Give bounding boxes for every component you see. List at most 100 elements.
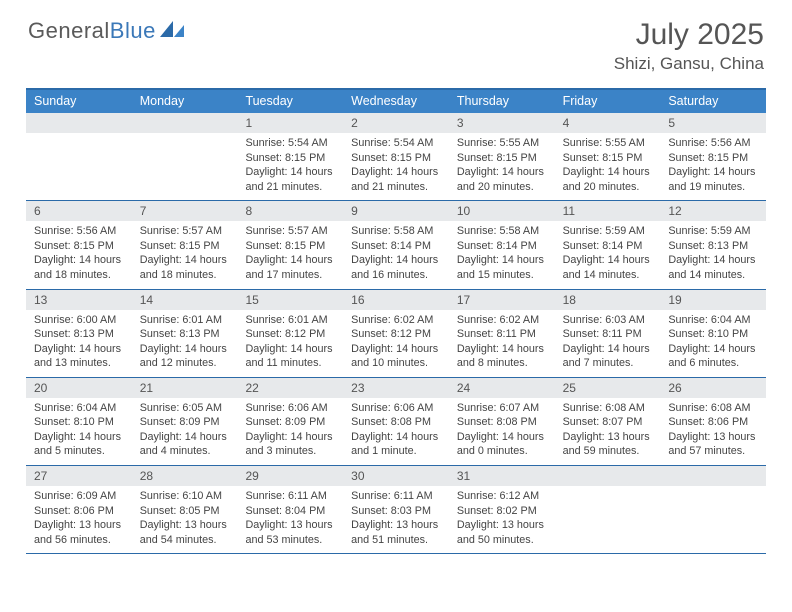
sunrise-text: Sunrise: 6:11 AM [245,489,337,504]
week-row: 13Sunrise: 6:00 AMSunset: 8:13 PMDayligh… [26,290,766,378]
day-body: Sunrise: 5:58 AMSunset: 8:14 PMDaylight:… [449,224,555,282]
day-cell: 15Sunrise: 6:01 AMSunset: 8:12 PMDayligh… [237,290,343,377]
sunrise-text: Sunrise: 6:05 AM [140,401,232,416]
sunset-text: Sunset: 8:15 PM [563,151,655,166]
sunrise-text: Sunrise: 6:04 AM [34,401,126,416]
day-body: Sunrise: 5:55 AMSunset: 8:15 PMDaylight:… [449,136,555,194]
day-body: Sunrise: 6:07 AMSunset: 8:08 PMDaylight:… [449,401,555,459]
daylight-text: Daylight: 14 hours and 13 minutes. [34,342,126,371]
week-row: 6Sunrise: 5:56 AMSunset: 8:15 PMDaylight… [26,201,766,289]
sunset-text: Sunset: 8:15 PM [245,151,337,166]
daylight-text: Daylight: 14 hours and 6 minutes. [668,342,760,371]
dow-thursday: Thursday [449,90,555,113]
sunrise-text: Sunrise: 6:00 AM [34,313,126,328]
day-number: 3 [449,113,555,133]
dow-friday: Friday [555,90,661,113]
day-body: Sunrise: 6:09 AMSunset: 8:06 PMDaylight:… [26,489,132,547]
day-cell: 12Sunrise: 5:59 AMSunset: 8:13 PMDayligh… [660,201,766,288]
day-number: 26 [660,378,766,398]
day-number: 14 [132,290,238,310]
sunrise-text: Sunrise: 5:58 AM [351,224,443,239]
day-number: 20 [26,378,132,398]
day-cell: 1 Sunrise: 5:54 AMSunset: 8:15 PMDaylight… [237,113,343,200]
day-body: Sunrise: 6:12 AMSunset: 8:02 PMDaylight:… [449,489,555,547]
day-body: Sunrise: 5:56 AMSunset: 8:15 PMDaylight:… [26,224,132,282]
day-body: Sunrise: 6:08 AMSunset: 8:06 PMDaylight:… [660,401,766,459]
sunset-text: Sunset: 8:15 PM [140,239,232,254]
daylight-text: Daylight: 13 hours and 50 minutes. [457,518,549,547]
sunset-text: Sunset: 8:05 PM [140,504,232,519]
daylight-text: Daylight: 13 hours and 53 minutes. [245,518,337,547]
day-number: 1 [237,113,343,133]
sunrise-text: Sunrise: 6:08 AM [668,401,760,416]
day-body: Sunrise: 6:04 AMSunset: 8:10 PMDaylight:… [26,401,132,459]
sunrise-text: Sunrise: 5:57 AM [140,224,232,239]
day-number: 22 [237,378,343,398]
day-number: 31 [449,466,555,486]
day-cell: 14Sunrise: 6:01 AMSunset: 8:13 PMDayligh… [132,290,238,377]
day-cell: 27Sunrise: 6:09 AMSunset: 8:06 PMDayligh… [26,466,132,553]
day-cell: 25Sunrise: 6:08 AMSunset: 8:07 PMDayligh… [555,378,661,465]
daylight-text: Daylight: 14 hours and 19 minutes. [668,165,760,194]
sunset-text: Sunset: 8:07 PM [563,415,655,430]
day-body: Sunrise: 5:54 AMSunset: 8:15 PMDaylight:… [237,136,343,194]
daylight-text: Daylight: 14 hours and 14 minutes. [668,253,760,282]
day-cell: 16Sunrise: 6:02 AMSunset: 8:12 PMDayligh… [343,290,449,377]
day-body: Sunrise: 5:57 AMSunset: 8:15 PMDaylight:… [237,224,343,282]
day-cell [660,466,766,553]
day-body: Sunrise: 6:05 AMSunset: 8:09 PMDaylight:… [132,401,238,459]
sunset-text: Sunset: 8:04 PM [245,504,337,519]
day-body: Sunrise: 6:04 AMSunset: 8:10 PMDaylight:… [660,313,766,371]
daylight-text: Daylight: 14 hours and 17 minutes. [245,253,337,282]
daylight-text: Daylight: 14 hours and 20 minutes. [457,165,549,194]
daylight-text: Daylight: 13 hours and 54 minutes. [140,518,232,547]
day-number: 4 [555,113,661,133]
day-cell: 23Sunrise: 6:06 AMSunset: 8:08 PMDayligh… [343,378,449,465]
logo-sail-icon [160,19,186,44]
day-body: Sunrise: 6:06 AMSunset: 8:09 PMDaylight:… [237,401,343,459]
sunrise-text: Sunrise: 5:59 AM [563,224,655,239]
day-cell: 26 Sunrise: 6:08 AMSunset: 8:06 PMDayligh… [660,378,766,465]
day-body: Sunrise: 5:55 AMSunset: 8:15 PMDaylight:… [555,136,661,194]
sunset-text: Sunset: 8:14 PM [563,239,655,254]
week-row: 27Sunrise: 6:09 AMSunset: 8:06 PMDayligh… [26,466,766,554]
day-number: 29 [237,466,343,486]
sunrise-text: Sunrise: 5:59 AM [668,224,760,239]
day-cell: 22 Sunrise: 6:06 AMSunset: 8:09 PMDayligh… [237,378,343,465]
daylight-text: Daylight: 14 hours and 15 minutes. [457,253,549,282]
daylight-text: Daylight: 14 hours and 0 minutes. [457,430,549,459]
sunrise-text: Sunrise: 6:01 AM [245,313,337,328]
daylight-text: Daylight: 13 hours and 57 minutes. [668,430,760,459]
day-body: Sunrise: 5:59 AMSunset: 8:13 PMDaylight:… [660,224,766,282]
dow-sunday: Sunday [26,90,132,113]
location: Shizi, Gansu, China [614,54,764,74]
sunrise-text: Sunrise: 5:56 AM [34,224,126,239]
sunrise-text: Sunrise: 6:02 AM [351,313,443,328]
sunset-text: Sunset: 8:14 PM [351,239,443,254]
day-cell: 20 Sunrise: 6:04 AMSunset: 8:10 PMDayligh… [26,378,132,465]
daylight-text: Daylight: 14 hours and 7 minutes. [563,342,655,371]
day-body: Sunrise: 6:02 AMSunset: 8:12 PMDaylight:… [343,313,449,371]
day-cell: 28Sunrise: 6:10 AMSunset: 8:05 PMDayligh… [132,466,238,553]
sunrise-text: Sunrise: 5:57 AM [245,224,337,239]
day-cell: 10Sunrise: 5:58 AMSunset: 8:14 PMDayligh… [449,201,555,288]
sunset-text: Sunset: 8:11 PM [563,327,655,342]
sunset-text: Sunset: 8:12 PM [351,327,443,342]
day-cell: 5Sunrise: 5:56 AMSunset: 8:15 PMDaylight… [660,113,766,200]
sunrise-text: Sunrise: 6:06 AM [245,401,337,416]
day-cell: 7Sunrise: 5:57 AMSunset: 8:15 PMDaylight… [132,201,238,288]
sunset-text: Sunset: 8:15 PM [245,239,337,254]
day-cell: 2Sunrise: 5:54 AMSunset: 8:15 PMDaylight… [343,113,449,200]
day-number: 25 [555,378,661,398]
sunset-text: Sunset: 8:02 PM [457,504,549,519]
sunset-text: Sunset: 8:03 PM [351,504,443,519]
day-number: 23 [343,378,449,398]
day-number: 19 [660,290,766,310]
day-number [26,113,132,133]
sunset-text: Sunset: 8:08 PM [351,415,443,430]
day-body: Sunrise: 6:03 AMSunset: 8:11 PMDaylight:… [555,313,661,371]
sunrise-text: Sunrise: 6:06 AM [351,401,443,416]
sunset-text: Sunset: 8:14 PM [457,239,549,254]
title-block: July 2025 Shizi, Gansu, China [614,18,764,74]
day-cell: 8Sunrise: 5:57 AMSunset: 8:15 PMDaylight… [237,201,343,288]
